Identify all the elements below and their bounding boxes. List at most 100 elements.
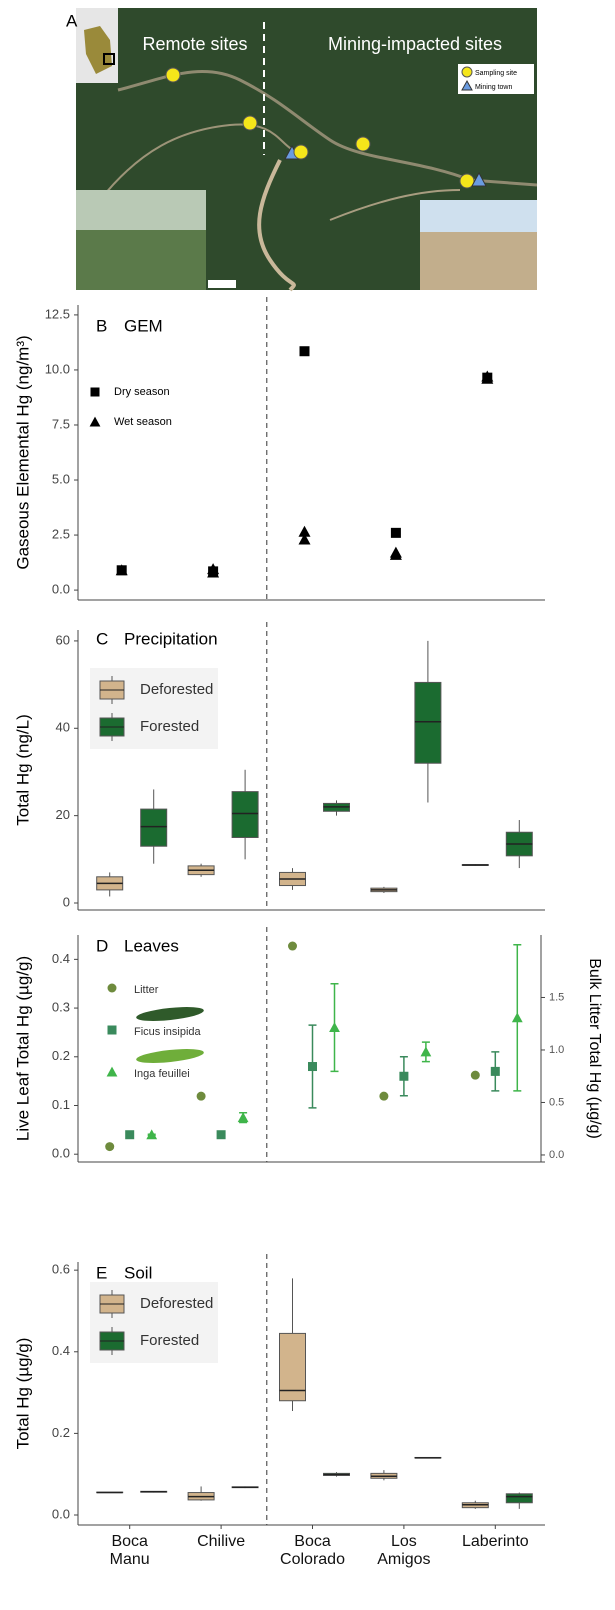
sampling-site: [355, 136, 371, 152]
river: [329, 189, 461, 221]
point: [196, 1091, 206, 1101]
x-tick-label: Laberinto: [461, 1533, 529, 1550]
point: [511, 1012, 523, 1023]
point: [299, 346, 310, 357]
y-axis-label: Live Leaf Total Hg (µg/g): [13, 956, 32, 1141]
legend-label: Inga feuillei: [134, 1068, 190, 1080]
y-tick-label: 0.2: [52, 1048, 70, 1063]
leaf-icon: [136, 1007, 204, 1021]
legend-marker: [461, 66, 473, 78]
box: [505, 1493, 533, 1504]
point: [420, 1046, 432, 1057]
y-axis-label: Total Hg (µg/g): [13, 1338, 32, 1450]
y-tick-label: 40: [56, 720, 70, 735]
point: [105, 1142, 115, 1152]
y-tick-label: 7.5: [52, 416, 70, 431]
x-tick-label: Los Amigos: [377, 1533, 431, 1568]
point: [216, 1130, 226, 1140]
y-tick-label: 2.5: [52, 526, 70, 541]
panel-label: B: [96, 316, 107, 335]
point: [399, 1071, 409, 1081]
scale-bar: [208, 280, 236, 288]
leaf-icon: [136, 1049, 204, 1063]
point: [329, 1022, 340, 1033]
sampling-site: [242, 115, 258, 131]
y2-tick-label: 0.5: [549, 1096, 564, 1108]
legend-marker: [89, 416, 101, 427]
legend-label: Litter: [134, 984, 159, 996]
map-annotation: Remote sites: [142, 34, 247, 54]
y-tick-label: 0.4: [52, 951, 70, 966]
y2-tick-label: 1.5: [549, 991, 564, 1003]
map-annotation: Mining-impacted sites: [328, 34, 502, 54]
legend-label: Forested: [140, 1332, 199, 1349]
y-tick-label: 5.0: [52, 471, 70, 486]
legend-label: Mining town: [475, 84, 512, 91]
forest-photo-sky: [76, 190, 206, 230]
mining-town: [471, 171, 487, 187]
box: [140, 808, 168, 847]
box: [279, 1332, 306, 1402]
y2-tick-label: 1.0: [549, 1044, 564, 1056]
point: [490, 1066, 500, 1076]
legend-marker: [90, 387, 100, 397]
legend-label: Deforested: [140, 681, 213, 698]
x-tick-label: Chilive: [197, 1533, 246, 1550]
y-tick-label: 0.0: [52, 1146, 70, 1161]
point: [237, 1112, 249, 1123]
mine-photo-sky: [420, 200, 537, 232]
legend-label: Deforested: [140, 1295, 213, 1312]
point: [288, 941, 297, 951]
y-tick-label: 0.0: [52, 1506, 70, 1521]
legend-label: Forested: [140, 718, 199, 735]
point: [298, 533, 311, 545]
panel-title: Leaves: [124, 936, 179, 955]
panel-label: D: [96, 936, 108, 955]
point: [115, 564, 128, 576]
map-panel: A Remote sites Mining-impacted sites Sam…: [66, 8, 538, 292]
box: [231, 791, 259, 838]
y-tick-label: 0.3: [52, 1000, 70, 1015]
panel-label: E: [96, 1263, 107, 1282]
point: [125, 1130, 135, 1140]
sampling-site: [293, 144, 309, 160]
y-tick-label: 12.5: [45, 306, 70, 321]
point: [146, 1129, 158, 1140]
x-tick-label: Boca Manu: [109, 1533, 150, 1568]
legend-label: Sampling site: [475, 70, 517, 77]
sampling-site: [459, 173, 475, 189]
x-tick-label: Boca Colorado: [280, 1533, 345, 1568]
river: [117, 69, 538, 187]
point: [379, 1091, 389, 1101]
legend-label: Dry season: [114, 386, 170, 398]
point: [389, 546, 402, 558]
y-tick-label: 0.0: [52, 582, 70, 597]
panel-title: Soil: [124, 1263, 152, 1282]
y-tick-label: 0: [63, 894, 70, 909]
y-tick-label: 10.0: [45, 361, 70, 376]
legend-marker: [461, 79, 473, 91]
box: [414, 681, 442, 764]
panel-label: A: [66, 11, 78, 30]
y-axis-label: Gaseous Elemental Hg (ng/m³): [13, 335, 32, 569]
y-axis-label: Total Hg (ng/L): [13, 714, 32, 826]
point: [308, 1062, 317, 1072]
panel-title: GEM: [124, 316, 163, 335]
legend-label: Ficus insipida: [134, 1026, 202, 1038]
point: [207, 563, 220, 575]
y-tick-label: 20: [56, 807, 70, 822]
point: [390, 527, 401, 538]
legend-marker: [106, 1066, 118, 1077]
y-tick-label: 0.2: [52, 1425, 70, 1440]
river: [257, 159, 296, 292]
legend-marker: [107, 983, 117, 993]
river: [99, 123, 301, 201]
panel-label: C: [96, 629, 108, 648]
y2-tick-label: 0.0: [549, 1149, 564, 1161]
y-tick-label: 0.4: [52, 1343, 70, 1358]
inset-box: [103, 53, 115, 65]
legend-marker: [107, 1025, 117, 1035]
panel-title: Precipitation: [124, 629, 218, 648]
